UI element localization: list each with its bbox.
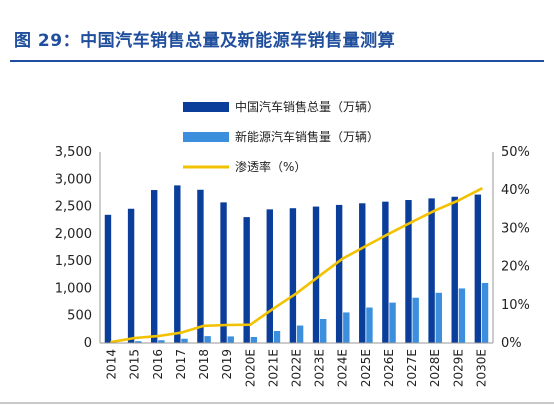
legend-swatch bbox=[183, 132, 229, 142]
bar-total bbox=[359, 203, 366, 343]
left-tick-label: 2,500 bbox=[55, 200, 92, 215]
x-tick-label: 2022E bbox=[290, 349, 304, 387]
x-tick-label: 2018 bbox=[197, 349, 211, 380]
x-tick-label: 2017 bbox=[174, 349, 188, 380]
bar-nev bbox=[366, 307, 373, 343]
x-tick-label: 2026E bbox=[382, 349, 396, 387]
x-tick-label: 2028E bbox=[428, 349, 442, 387]
bottom-divider bbox=[0, 402, 554, 404]
left-tick-label: 1,000 bbox=[55, 281, 92, 296]
x-tick-label: 2019 bbox=[220, 349, 234, 380]
bar-total bbox=[266, 209, 273, 343]
bar-nev bbox=[389, 302, 396, 343]
bar-nev bbox=[481, 282, 489, 343]
title-divider bbox=[10, 60, 544, 62]
share-point bbox=[410, 220, 414, 224]
x-tick-label: 2024E bbox=[336, 349, 350, 387]
share-point bbox=[133, 336, 136, 340]
bar-total bbox=[127, 208, 135, 343]
x-tick-label: 2027E bbox=[405, 349, 419, 387]
x-tick-label: 2014 bbox=[105, 349, 119, 380]
right-tick-label: 20% bbox=[501, 260, 530, 275]
bar-nev bbox=[412, 297, 419, 343]
share-point bbox=[457, 199, 460, 202]
x-axis: 2014 2015 2016 2017 2018 2019 2020E 2021E 2022E 2… bbox=[105, 349, 489, 387]
right-tick-label: 50% bbox=[501, 145, 530, 160]
bar-nev bbox=[250, 336, 258, 343]
legend-share: 渗透率（%） bbox=[183, 159, 306, 174]
legend-swatch bbox=[183, 102, 229, 112]
share-point bbox=[387, 232, 391, 236]
bar-nev bbox=[273, 330, 281, 343]
bar-nev bbox=[435, 292, 443, 343]
share-point bbox=[364, 244, 368, 248]
bar-total bbox=[451, 196, 458, 343]
share-point bbox=[272, 307, 275, 310]
x-tick-label: 2023E bbox=[313, 349, 327, 387]
x-tick-label: 2020E bbox=[243, 349, 257, 387]
bar-total bbox=[150, 190, 158, 343]
bar-nev bbox=[296, 325, 304, 343]
bar-nev bbox=[135, 341, 142, 343]
bar-nev bbox=[320, 318, 327, 343]
left-tick-label: 2,000 bbox=[55, 227, 92, 242]
bar-nev bbox=[458, 288, 466, 343]
bar-nev bbox=[181, 338, 188, 343]
share-point bbox=[179, 331, 183, 334]
share-line bbox=[111, 187, 482, 344]
share-point bbox=[225, 323, 229, 327]
figure-title: 图 29：中国汽车销售总量及新能源车销售量测算 bbox=[14, 31, 396, 51]
share-point bbox=[433, 209, 437, 212]
bar-total bbox=[474, 194, 482, 343]
share-point bbox=[480, 187, 483, 190]
legend-nev: 新能源汽车销售量（万辆） bbox=[183, 129, 379, 144]
left-tick-label: 3,000 bbox=[55, 172, 92, 187]
legend-label: 渗透率（%） bbox=[235, 159, 306, 174]
share-point bbox=[202, 324, 206, 328]
x-tick-label: 2021E bbox=[266, 349, 280, 387]
left-tick-label: 0 bbox=[84, 336, 92, 351]
bar-total bbox=[428, 198, 435, 343]
bar-nev bbox=[158, 340, 165, 343]
share-line-group bbox=[110, 187, 483, 344]
share-point bbox=[248, 323, 252, 326]
bar-nev bbox=[227, 336, 234, 343]
bar-total bbox=[312, 206, 320, 343]
legend-total: 中国汽车销售总量（万辆） bbox=[183, 99, 379, 114]
x-tick-label: 2016 bbox=[151, 349, 165, 380]
bar-nev bbox=[204, 336, 211, 343]
right-tick-label: 30% bbox=[501, 221, 530, 236]
x-tick-label: 2030E bbox=[474, 349, 488, 387]
bar-total bbox=[197, 189, 204, 343]
bar-total bbox=[243, 217, 250, 343]
right-tick-label: 10% bbox=[501, 298, 530, 313]
legend-label: 中国汽车销售总量（万辆） bbox=[235, 99, 379, 114]
bars-group bbox=[104, 185, 489, 343]
bar-total bbox=[405, 200, 412, 343]
bar-total bbox=[174, 185, 181, 343]
bar-total bbox=[382, 201, 389, 343]
legend: 中国汽车销售总量（万辆） 新能源汽车销售量（万辆） 渗透率（%） bbox=[183, 99, 379, 174]
share-point bbox=[156, 334, 160, 338]
left-tick-label: 3,500 bbox=[55, 145, 92, 160]
share-point bbox=[295, 292, 298, 295]
x-tick-label: 2029E bbox=[451, 349, 465, 387]
share-point bbox=[341, 257, 345, 260]
legend-label: 新能源汽车销售量（万辆） bbox=[235, 129, 379, 144]
x-tick-label: 2025E bbox=[359, 349, 373, 387]
share-point bbox=[318, 274, 321, 278]
bar-nev bbox=[343, 312, 350, 343]
right-axis: 0% 10% 20% 30% 40% 50% bbox=[501, 145, 530, 351]
x-tick-label: 2015 bbox=[128, 349, 142, 380]
left-tick-label: 500 bbox=[67, 309, 92, 324]
bar-total bbox=[335, 204, 343, 343]
bar-total bbox=[289, 208, 297, 343]
left-tick-label: 1,500 bbox=[55, 254, 92, 269]
bar-total bbox=[104, 214, 112, 343]
right-tick-label: 40% bbox=[501, 183, 530, 198]
left-axis: 0 500 1,000 1,500 2,000 2,500 3,000 3,500 bbox=[55, 145, 92, 351]
bar-total bbox=[220, 202, 227, 343]
right-tick-label: 0% bbox=[501, 336, 522, 351]
